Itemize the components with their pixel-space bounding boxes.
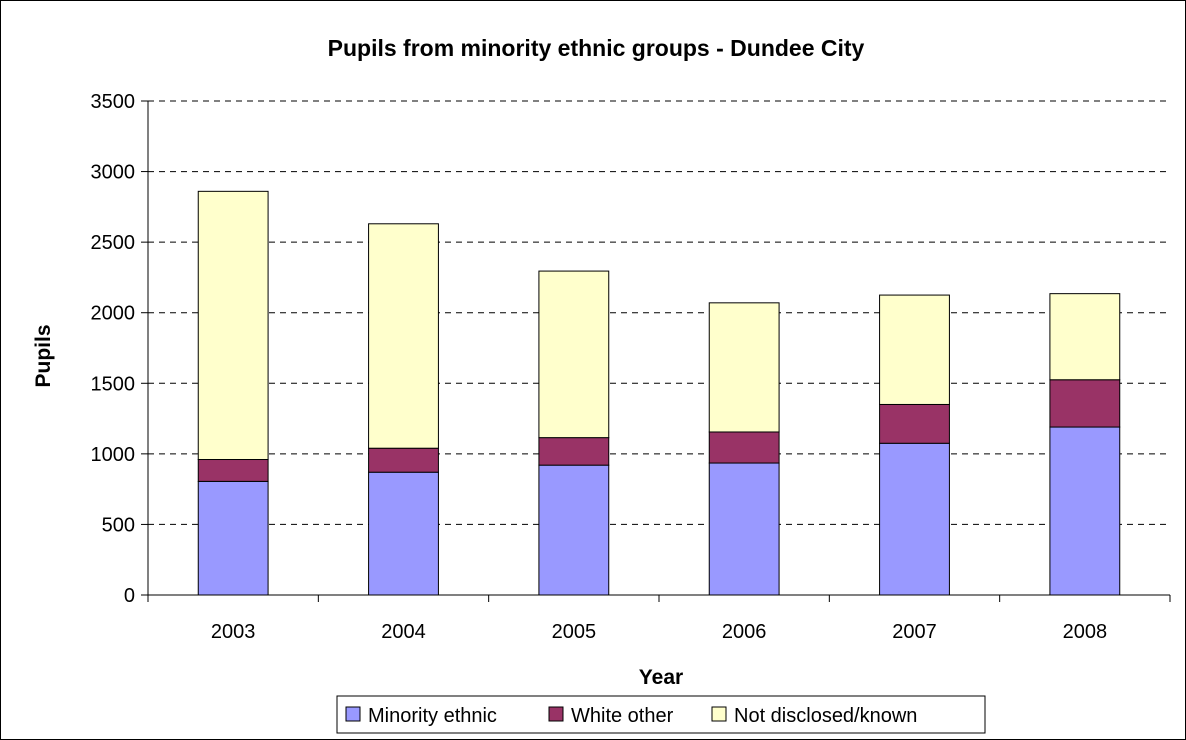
legend-swatch	[345, 706, 361, 722]
bar-segment	[879, 403, 950, 444]
y-tick-label: 2500	[91, 232, 136, 254]
y-tick-label: 500	[102, 514, 135, 536]
bar-segment	[879, 442, 950, 596]
y-tick-labels: 0 500 1000 1500 2000 2500 3000 3500	[91, 91, 136, 607]
bar-segment	[368, 471, 439, 596]
x-axis-title: Year	[639, 666, 683, 689]
bar-segment	[538, 270, 610, 439]
bar-segment	[708, 431, 780, 464]
legend-label: Minority ethnic	[368, 705, 497, 727]
x-tick-label: 2005	[552, 621, 597, 643]
bar-segment	[879, 294, 950, 405]
y-tick-label: 3500	[91, 91, 136, 113]
legend-swatch	[711, 706, 727, 722]
bar-segment	[1049, 379, 1121, 428]
legend-label: Not disclosed/known	[734, 705, 917, 727]
bar-segment	[197, 459, 269, 482]
y-tick-label: 1000	[91, 444, 136, 466]
y-tick-label: 3000	[91, 162, 136, 184]
axes	[141, 100, 1171, 602]
bar-segment	[538, 464, 610, 596]
x-tick-labels: 2003 2004 2005 2006 2007 2008	[211, 621, 1107, 643]
bar-segment	[197, 480, 269, 596]
y-tick-label: 1500	[91, 373, 136, 395]
bar-segment	[197, 190, 269, 461]
x-tick-label: 2007	[892, 621, 937, 643]
legend-label: White other	[571, 705, 674, 727]
bar-segment	[708, 462, 780, 596]
bar-segment	[708, 302, 780, 433]
bar-segment	[538, 437, 610, 466]
bar-segment	[1049, 426, 1121, 596]
y-axis-title: Pupils	[32, 324, 55, 387]
x-tick-label: 2006	[722, 621, 767, 643]
chart-title: Pupils from minority ethnic groups - Dun…	[328, 35, 865, 61]
x-tick-label: 2003	[211, 621, 256, 643]
gridlines	[148, 100, 1170, 525]
x-tick-label: 2004	[381, 621, 426, 643]
legend-swatch	[548, 706, 564, 722]
x-tick-label: 2008	[1063, 621, 1108, 643]
bar-segment	[368, 447, 439, 473]
bar-segment	[1049, 293, 1121, 381]
y-tick-label: 2000	[91, 303, 136, 325]
legend: Minority ethnic White other Not disclosed/…	[336, 695, 986, 734]
legend-box	[336, 695, 986, 734]
y-tick-label: 0	[124, 585, 135, 607]
bars	[197, 190, 1121, 596]
bar-segment	[368, 223, 439, 449]
